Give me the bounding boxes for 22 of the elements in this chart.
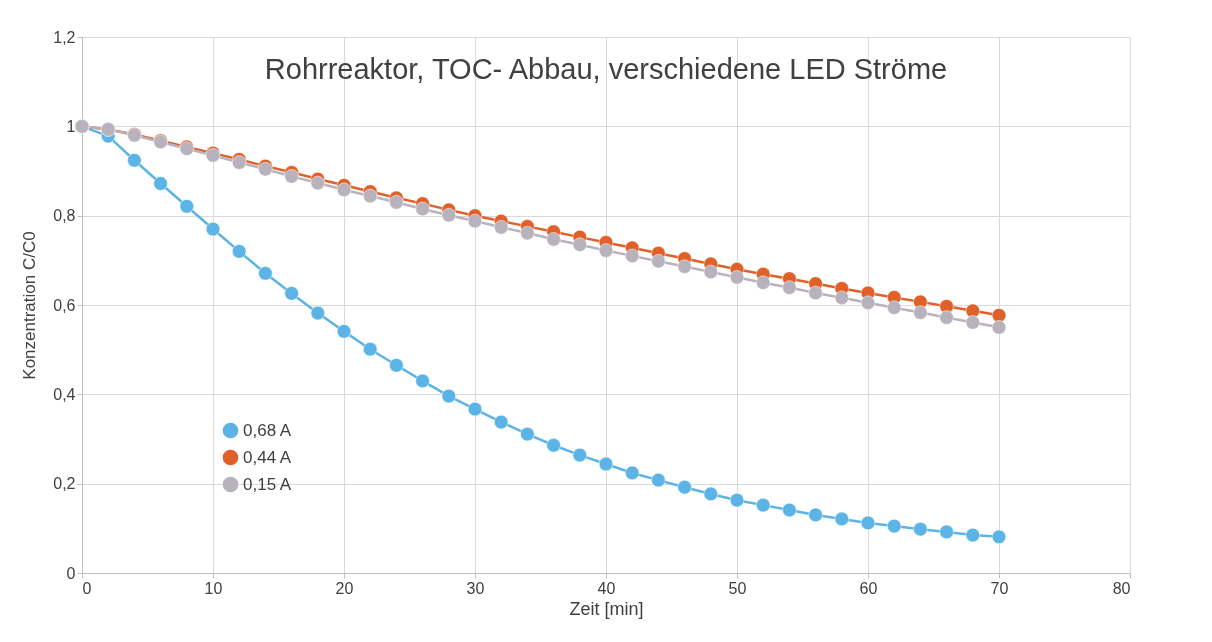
x-tick-label: 40 xyxy=(597,579,616,597)
x-tick-label: 20 xyxy=(335,579,354,597)
x-tick-label: 80 xyxy=(1112,579,1131,597)
y-tick-label: 0,2 xyxy=(53,475,76,493)
x-tick-label: 70 xyxy=(990,579,1009,597)
x-axis-title: Zeit [min] xyxy=(569,598,644,619)
y-axis-title: Konzentration C/C0 xyxy=(20,231,40,380)
y-tick-label: 0,6 xyxy=(53,296,76,314)
x-tick-label: 10 xyxy=(204,579,223,597)
x-tick-label: 60 xyxy=(859,579,878,597)
y-tick-label: 0,4 xyxy=(53,385,76,403)
x-tick-label: 50 xyxy=(728,579,747,597)
text: Rohrreaktor, TOC- Abbau, verschiedene LED Ströme xyxy=(264,53,948,85)
x-tick-label: 30 xyxy=(466,579,485,597)
x-tick-label: 0 xyxy=(82,579,92,597)
y-tick-label: 0 xyxy=(66,564,76,582)
legend-label: 0,68 A xyxy=(243,420,292,440)
y-tick-label: 0,8 xyxy=(53,207,76,225)
legend-label: 0,15 A xyxy=(243,474,292,494)
y-tick-label: 1 xyxy=(66,117,76,135)
y-tick-label: 1,2 xyxy=(53,28,76,46)
legend-label: 0,44 A xyxy=(243,447,292,467)
